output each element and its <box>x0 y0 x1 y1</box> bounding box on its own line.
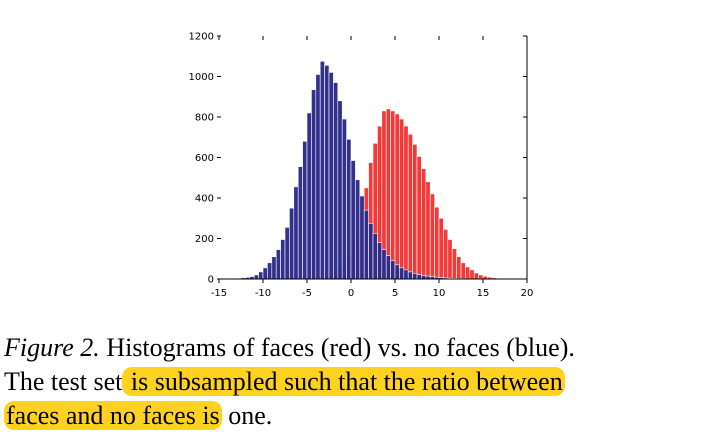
histogram-bar <box>451 248 457 280</box>
histogram-bar <box>355 179 361 280</box>
histogram-bar <box>302 141 308 280</box>
caption-line-1: Figure 2. Histograms of faces (red) vs. … <box>4 331 575 365</box>
histogram-bar <box>253 274 259 280</box>
histogram-bar <box>311 89 317 280</box>
caption-text-1: Histograms of faces (red) vs. no faces (… <box>99 333 575 362</box>
histogram-bar <box>324 65 330 280</box>
histogram-bar <box>258 271 264 280</box>
caption-highlight-2: faces and no faces is <box>4 401 222 430</box>
histogram-bar <box>443 229 449 280</box>
histogram-bar <box>372 233 378 280</box>
histogram-bar <box>394 113 400 280</box>
histogram-bar <box>346 138 352 280</box>
caption-text-3: one. <box>228 401 273 430</box>
histogram-bar <box>399 118 405 280</box>
histogram-bars <box>227 61 501 280</box>
histogram-bar <box>416 156 422 280</box>
histogram-bar <box>394 264 400 280</box>
y-tick-label: 800 <box>195 113 214 124</box>
x-tick-label: 20 <box>521 288 534 299</box>
histogram-bar <box>403 269 409 280</box>
histogram-bar <box>385 255 391 280</box>
histogram-bar <box>275 249 281 280</box>
histogram-bar <box>341 118 347 280</box>
histogram-bar <box>407 271 413 280</box>
histogram-bar <box>262 267 268 280</box>
x-tick-label: -5 <box>302 288 312 299</box>
histogram-bar <box>473 272 479 280</box>
x-tick-label: -10 <box>255 288 271 299</box>
y-tick-label: 1200 <box>189 32 214 43</box>
histogram-bar <box>297 166 303 280</box>
histogram-bar <box>267 262 273 280</box>
histogram-bar <box>429 193 435 280</box>
histogram-bar <box>469 269 475 280</box>
histogram-bar <box>368 223 374 280</box>
histogram-bar <box>315 74 321 280</box>
y-tick-label: 600 <box>195 153 214 164</box>
histogram-bar <box>416 274 422 280</box>
histogram-bar <box>478 274 484 280</box>
figure-label: Figure 2. <box>4 333 100 362</box>
x-tick-label: 5 <box>392 288 398 299</box>
y-tick-label: 1000 <box>189 72 214 83</box>
y-tick-label: 0 <box>208 275 214 286</box>
histogram-bar <box>385 108 391 280</box>
histogram-bar <box>319 61 325 280</box>
histogram-bar <box>271 256 277 280</box>
y-tick-label: 200 <box>195 234 214 245</box>
caption-text-2: The test set <box>4 367 123 396</box>
histogram-bar <box>350 160 356 280</box>
histogram-bar <box>421 168 427 280</box>
histogram-bar <box>363 209 369 280</box>
histogram-bar <box>284 227 290 280</box>
caption-line-2: The test set is subsampled such that the… <box>4 365 565 399</box>
histogram-bar <box>328 72 334 280</box>
histogram-bar <box>460 262 466 280</box>
caption-line-3: faces and no faces is one. <box>4 399 272 433</box>
histogram-bar <box>407 133 413 280</box>
histogram-bar <box>412 144 418 280</box>
histogram-bar <box>381 249 387 280</box>
histogram-bar <box>390 260 396 280</box>
histogram-bar <box>403 125 409 280</box>
y-axis-ticks: 0 200 400 600 800 1000 1200 <box>189 32 527 286</box>
histogram-chart: -15 -10 -5 0 5 10 15 20 0 200 400 600 800 1000 1200 <box>189 32 534 300</box>
histogram-bar <box>293 186 299 280</box>
histogram-bar <box>434 206 440 280</box>
histogram-bar <box>337 100 343 280</box>
histogram-bar <box>456 256 462 280</box>
histogram-bar <box>306 112 312 280</box>
histogram-bar <box>359 195 365 280</box>
x-tick-label: 15 <box>477 288 490 299</box>
histogram-bar <box>377 242 383 280</box>
y-tick-label: 400 <box>195 194 214 205</box>
x-tick-label: 0 <box>348 288 354 299</box>
histogram-bar <box>421 275 427 280</box>
histogram-bar <box>438 217 444 280</box>
histogram-bar <box>289 207 295 280</box>
histogram-bar <box>465 266 471 280</box>
caption-highlight-1: is subsampled such that the ratio betwee… <box>122 367 565 396</box>
x-axis-ticks: -15 -10 -5 0 5 10 15 20 <box>211 36 534 299</box>
histogram-bar <box>333 82 339 280</box>
histogram-bar <box>399 267 405 280</box>
x-tick-label: 10 <box>433 288 446 299</box>
histogram-bar <box>280 239 286 280</box>
histogram-bar <box>412 273 418 280</box>
histogram-bar <box>390 110 396 280</box>
histogram-bar <box>447 239 453 280</box>
histogram-bar <box>425 181 431 280</box>
x-tick-label: -15 <box>211 288 227 299</box>
